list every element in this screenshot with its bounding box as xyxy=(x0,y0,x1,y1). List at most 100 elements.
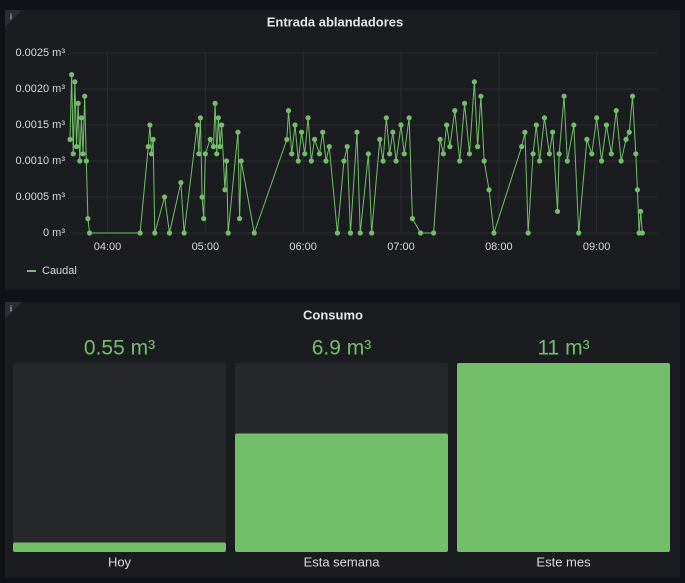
point xyxy=(219,122,225,128)
point xyxy=(197,115,204,121)
point xyxy=(341,158,347,164)
point xyxy=(236,216,243,222)
point xyxy=(522,129,528,135)
point xyxy=(401,151,407,157)
point xyxy=(598,158,605,164)
point xyxy=(284,136,290,142)
y-tick-label: 0.0025 m³ xyxy=(15,47,65,59)
point xyxy=(222,187,228,193)
point xyxy=(152,230,158,236)
point xyxy=(147,122,153,128)
point xyxy=(393,158,399,164)
point xyxy=(73,144,80,150)
point xyxy=(196,151,202,157)
point xyxy=(305,115,311,121)
x-tick-label: 07:00 xyxy=(387,241,415,253)
y-tick-label: 0.0020 m³ xyxy=(15,83,65,95)
point xyxy=(150,136,156,142)
series-line xyxy=(69,74,643,235)
point xyxy=(561,93,567,99)
point xyxy=(302,151,308,157)
point xyxy=(194,122,200,128)
point xyxy=(626,129,632,135)
point xyxy=(530,151,536,157)
info-corner xyxy=(5,302,22,319)
point xyxy=(201,216,207,222)
point xyxy=(639,230,645,236)
point xyxy=(347,230,354,236)
point xyxy=(380,158,386,164)
point xyxy=(215,115,221,121)
point xyxy=(629,93,636,99)
value-label: 11 m³ xyxy=(537,337,589,360)
point xyxy=(199,194,205,200)
point xyxy=(444,122,450,128)
value-label: 6.9 m³ xyxy=(312,337,372,360)
x-tick-label: 09:00 xyxy=(583,241,611,253)
point xyxy=(82,93,88,99)
point xyxy=(377,136,383,142)
point xyxy=(457,158,463,164)
point xyxy=(285,108,292,114)
point xyxy=(323,158,329,164)
point xyxy=(78,115,85,121)
point xyxy=(634,187,641,193)
point xyxy=(452,108,458,114)
point xyxy=(431,230,437,236)
point xyxy=(481,158,487,164)
point xyxy=(618,158,624,164)
point xyxy=(334,230,341,236)
point xyxy=(486,187,492,193)
point xyxy=(369,230,375,236)
category-label: Hoy xyxy=(108,554,132,569)
point xyxy=(238,158,244,164)
y-tick-label: 0.0010 m³ xyxy=(15,155,65,167)
point xyxy=(251,230,257,236)
point xyxy=(178,180,184,186)
bar xyxy=(235,433,448,552)
point xyxy=(541,115,548,121)
point xyxy=(316,151,323,157)
point xyxy=(564,158,570,164)
y-tick-label: 0.0005 m³ xyxy=(15,191,65,203)
point xyxy=(354,129,360,135)
point xyxy=(181,230,187,236)
point xyxy=(72,79,78,85)
legend-label: Caudal xyxy=(42,265,77,277)
point xyxy=(386,151,393,157)
point xyxy=(638,208,644,214)
category-label: Esta semana xyxy=(304,554,381,569)
point xyxy=(571,122,577,128)
point xyxy=(326,144,332,150)
point xyxy=(292,122,298,128)
point xyxy=(390,129,396,135)
point xyxy=(584,136,590,142)
point xyxy=(461,100,468,106)
bar-background xyxy=(13,363,226,552)
point xyxy=(466,151,473,157)
point xyxy=(440,151,446,157)
point xyxy=(86,230,93,236)
x-tick-label: 06:00 xyxy=(289,241,317,253)
point xyxy=(308,158,314,164)
x-tick-label: 08:00 xyxy=(485,241,513,253)
point xyxy=(320,129,326,135)
point xyxy=(383,115,389,121)
point xyxy=(298,129,305,135)
point xyxy=(406,115,412,121)
point xyxy=(214,151,220,157)
point xyxy=(289,151,295,157)
point xyxy=(550,129,556,135)
point xyxy=(85,216,91,222)
point xyxy=(210,144,217,150)
y-tick-label: 0.0015 m³ xyxy=(15,119,65,131)
point xyxy=(576,230,582,236)
point xyxy=(145,144,151,150)
point xyxy=(69,72,75,78)
point xyxy=(471,79,477,85)
point xyxy=(556,151,562,157)
point xyxy=(365,151,371,157)
point xyxy=(344,144,350,150)
